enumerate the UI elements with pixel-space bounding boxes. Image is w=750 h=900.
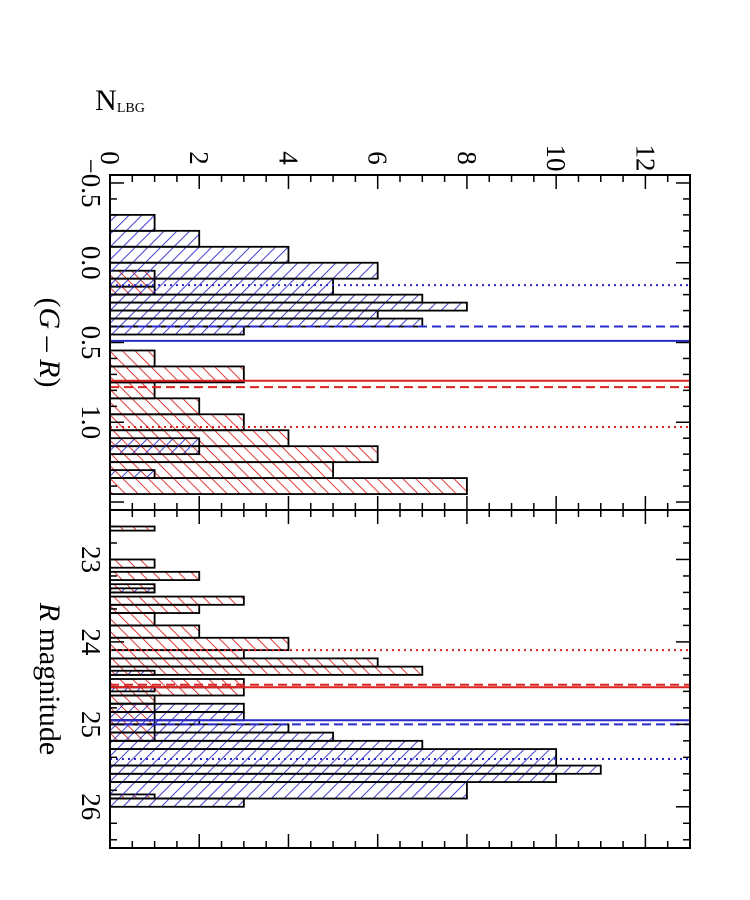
blue-bar-mag-6 [109, 723, 290, 734]
blue-bar-color-6 [109, 301, 468, 312]
x-tick-label: 0.0 [76, 246, 106, 280]
blue-bar-color-10 [109, 437, 201, 456]
blue-bar-mag-8 [109, 739, 424, 750]
blue-bar-mag-9 [109, 748, 558, 767]
x-axis-title-1: R magnitude [33, 602, 66, 755]
blue-bar-color-11 [109, 469, 156, 479]
x-tick-label: 23 [76, 546, 106, 573]
red-bar-mag-11 [109, 665, 424, 676]
x-tick-label: 0.5 [76, 326, 106, 360]
y-tick-label: 8 [452, 151, 482, 165]
y-axis-title-sub: LBG [117, 101, 145, 116]
blue-bar-color-5 [109, 293, 424, 304]
blue-bar-color-8 [109, 317, 424, 328]
x-tick-label: 25 [76, 711, 106, 738]
x-tick-label: 1.0 [76, 405, 106, 439]
blue-bar-color-9 [109, 325, 245, 336]
red-bar-mag-5 [109, 603, 201, 614]
red-bar-color-5 [109, 397, 201, 416]
blue-bar-color-4 [109, 277, 334, 296]
blue-bar-mag-13 [109, 797, 245, 808]
x-axis-title-0: (G – R) [33, 298, 66, 388]
red-bar-mag-6 [109, 612, 156, 627]
blue-bar-mag-7 [109, 731, 334, 742]
plot-layer [109, 174, 691, 849]
y-tick-label: 0 [95, 151, 125, 165]
y-tick-label: 4 [273, 151, 303, 165]
y-axis-title: NLBG [95, 84, 145, 117]
blue-bar-color-1 [109, 229, 201, 248]
y-tick-label: 6 [363, 151, 393, 165]
x-tick-label: 24 [76, 628, 106, 656]
red-bar-mag-12 [109, 678, 245, 689]
blue-bar-mag-4 [109, 711, 245, 722]
y-tick-label: 10 [541, 145, 571, 172]
blue-bar-color-7 [109, 309, 379, 320]
blue-bar-mag-3 [109, 702, 245, 713]
y-tick-label: 12 [630, 145, 660, 172]
blue-bar-color-2 [109, 245, 290, 264]
red-bar-mag-1 [109, 558, 156, 569]
red-bar-mag-2 [109, 570, 201, 581]
red-bar-mag-4 [109, 595, 245, 606]
y-tick-label: 2 [184, 151, 214, 165]
blue-bar-mag-11 [109, 772, 558, 783]
red-bar-mag-8 [109, 636, 290, 652]
y-axis-title-main: N [95, 84, 117, 117]
x-tick-label: 26 [76, 793, 106, 820]
blue-bar-mag-10 [109, 764, 602, 775]
blue-bar-mag-12 [109, 781, 468, 800]
red-bar-mag-14 [109, 694, 156, 705]
red-bar-color-10 [109, 477, 468, 495]
red-bar-mag-10 [109, 657, 379, 668]
red-bar-mag-7 [109, 624, 201, 639]
x-tick-label: −0.5 [76, 158, 106, 207]
blue-bar-color-0 [109, 213, 156, 232]
red-bar-mag-9 [109, 649, 245, 660]
blue-bar-color-3 [109, 261, 379, 280]
